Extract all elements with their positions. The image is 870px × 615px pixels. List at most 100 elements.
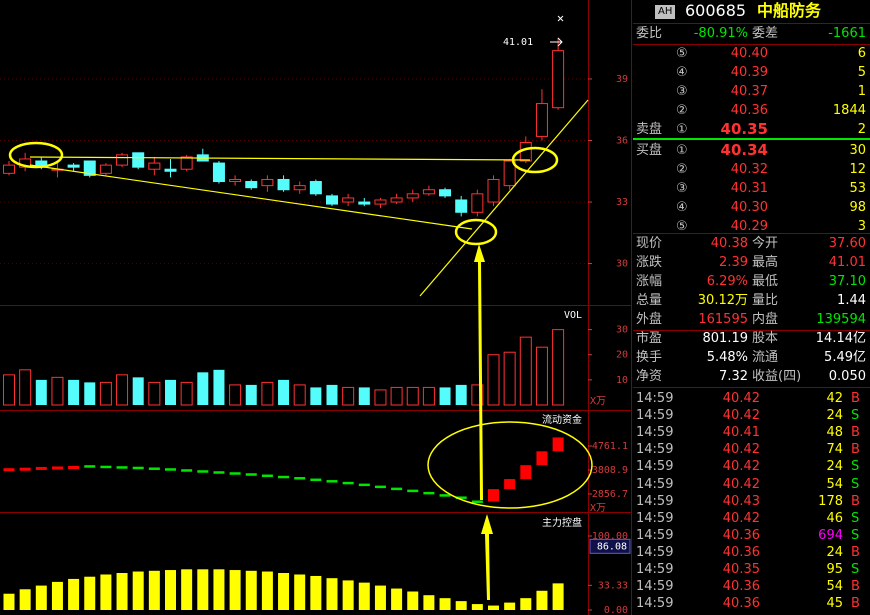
bar: [358, 387, 370, 405]
label: 卖盘: [636, 122, 663, 138]
trade-time: 14:59: [636, 425, 674, 441]
candle-body: [99, 164, 112, 174]
flow-segment: [19, 467, 31, 471]
trade-price: 40.42: [722, 391, 760, 406]
candle-body: [164, 168, 177, 172]
badge: AH: [655, 5, 676, 19]
annotation-overlay: [8, 15, 593, 600]
flow-segment: [536, 451, 548, 466]
label: 流通: [752, 350, 779, 365]
bar: [116, 573, 128, 610]
label: 内盘: [752, 312, 779, 327]
bar: [148, 570, 160, 610]
bar: [342, 386, 355, 406]
value: 37.10: [828, 274, 866, 289]
price: 40.35: [720, 120, 768, 139]
flow-segment: [51, 466, 63, 470]
value: 2.39: [719, 255, 748, 270]
y-tick-label: 30: [616, 325, 628, 336]
trade-side: B: [851, 493, 860, 509]
trade-time: 14:59: [636, 391, 674, 406]
bar: [100, 574, 112, 610]
label: 现价: [636, 236, 663, 251]
candle-body: [487, 178, 500, 203]
bar: [407, 591, 419, 610]
bar: [213, 569, 225, 610]
bar: [132, 377, 144, 405]
bar: [503, 351, 516, 406]
bar: [3, 374, 15, 406]
trade-volume: 178: [818, 493, 843, 509]
stock-name: 中船防务: [757, 1, 822, 20]
value: 5.48%: [706, 350, 748, 365]
trade-side: B: [851, 579, 860, 595]
trade-time: 14:59: [636, 544, 674, 560]
separator: [633, 233, 870, 234]
candle-body: [261, 178, 274, 187]
bar: [294, 574, 306, 610]
value: 40.38: [710, 236, 748, 251]
flow-segment: [229, 472, 241, 475]
y-tick-label: 36: [616, 136, 628, 147]
bar: [439, 598, 451, 610]
bar: [68, 578, 80, 610]
trade-side: S: [851, 459, 860, 475]
level: ④: [676, 199, 688, 215]
value: -1661: [828, 26, 866, 41]
panel-frame: [0, 0, 632, 615]
label: 委差: [752, 26, 779, 41]
candle-body: [390, 197, 403, 203]
candle-body: [180, 156, 193, 170]
flow-segment: [488, 489, 499, 502]
bar: [455, 384, 467, 405]
label: 量比: [752, 293, 779, 308]
trade-side: B: [851, 544, 860, 560]
trade-price: 40.42: [722, 442, 760, 458]
flow-segment: [100, 465, 112, 469]
candle-body: [3, 164, 15, 174]
trade-time: 14:59: [636, 408, 674, 424]
chart-area: 39 36 33 30 41.01 30 20 10 VOL X万 4761.1 3808.9 2856…: [0, 0, 632, 615]
candle-body: [245, 181, 258, 189]
trade-time: 14:59: [636, 527, 674, 543]
bar: [293, 384, 306, 406]
label: 外盘: [636, 312, 663, 327]
trade-time: 14:59: [636, 459, 674, 475]
price: 40.36: [730, 103, 768, 119]
trade-price: 40.42: [722, 510, 760, 526]
flow-segment: [278, 475, 290, 479]
bar: [19, 589, 31, 610]
candle-body: [519, 142, 532, 162]
bar: [165, 570, 176, 610]
y-tick-label: 39: [616, 74, 628, 85]
candle-body: [277, 178, 290, 191]
y-tick-label: 20: [616, 350, 628, 361]
y-tick-label: 30: [616, 259, 628, 270]
bar: [535, 346, 548, 406]
candle-body: [309, 181, 322, 195]
bar: [342, 580, 354, 610]
flow-segment: [407, 489, 419, 493]
level: ③: [676, 180, 688, 196]
bar: [423, 595, 435, 610]
label: 市盈: [636, 331, 663, 346]
label: 收益(四): [752, 369, 802, 384]
bar: [84, 576, 96, 610]
flow-segment: [132, 466, 144, 470]
bar: [165, 379, 176, 405]
trade-time: 14:59: [636, 493, 674, 509]
current-value-box: [589, 538, 631, 554]
flow-segment: [181, 469, 193, 472]
candle-body: [471, 193, 484, 213]
bar: [68, 379, 80, 405]
flow-segment: [391, 487, 403, 491]
price: 40.31: [730, 180, 768, 196]
y-tick-label: 100.00: [592, 531, 628, 542]
bar: [84, 382, 96, 405]
candle-body: [116, 154, 129, 166]
level: ②: [676, 103, 688, 119]
price: 40.32: [730, 161, 768, 177]
flow-segment: [197, 470, 209, 473]
bar: [19, 369, 32, 406]
flow-segment: [520, 465, 532, 480]
